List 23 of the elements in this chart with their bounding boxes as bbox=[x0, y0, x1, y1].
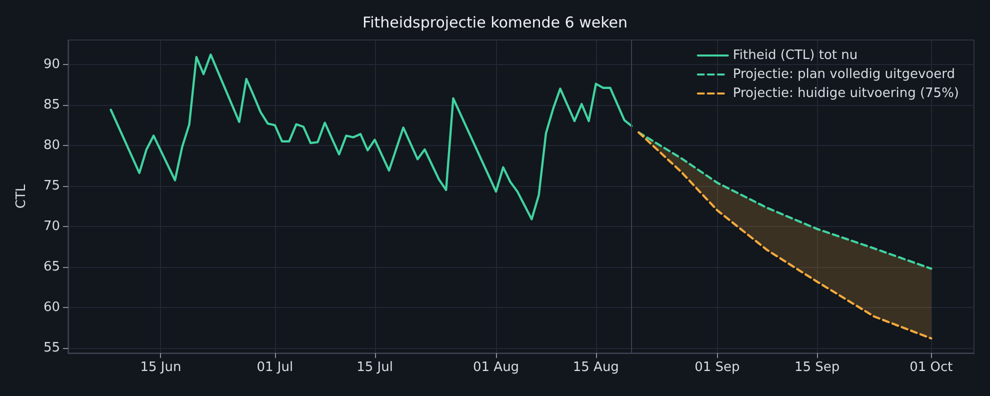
legend-label: Projectie: huidige uitvoering (75%) bbox=[732, 86, 960, 101]
y-tick-label: 70 bbox=[43, 219, 60, 234]
x-tick-label: 01 Oct bbox=[910, 360, 953, 375]
line-series bbox=[110, 53, 633, 220]
x-tick-label: 01 Sep bbox=[694, 360, 740, 375]
x-tick-label: 15 Jul bbox=[356, 360, 393, 375]
x-tick-label: 15 Jun bbox=[140, 360, 182, 375]
x-tick-label: 15 Sep bbox=[794, 360, 840, 375]
y-tick-label: 75 bbox=[43, 178, 60, 194]
x-tick-label: 01 Aug bbox=[473, 360, 520, 375]
y-tick-label: 90 bbox=[43, 56, 60, 72]
y-tick-label: 85 bbox=[43, 97, 60, 112]
x-tick-label: 15 Aug bbox=[572, 360, 619, 375]
line-series bbox=[638, 131, 932, 270]
y-tick-label: 80 bbox=[43, 138, 60, 153]
y-tick-label: 60 bbox=[43, 300, 60, 316]
y-tick-label: 55 bbox=[43, 340, 60, 356]
legend-label: Fitheid (CTL) tot nu bbox=[732, 48, 858, 63]
y-tick-label: 65 bbox=[43, 260, 60, 275]
chart-title: Fitheidsprojectie komende 6 weken bbox=[362, 14, 628, 32]
legend-label: Projectie: plan volledig uitgevoerd bbox=[732, 67, 955, 82]
y-axis-title: CTL bbox=[14, 184, 29, 209]
x-tick-label: 01 Jul bbox=[256, 360, 294, 375]
